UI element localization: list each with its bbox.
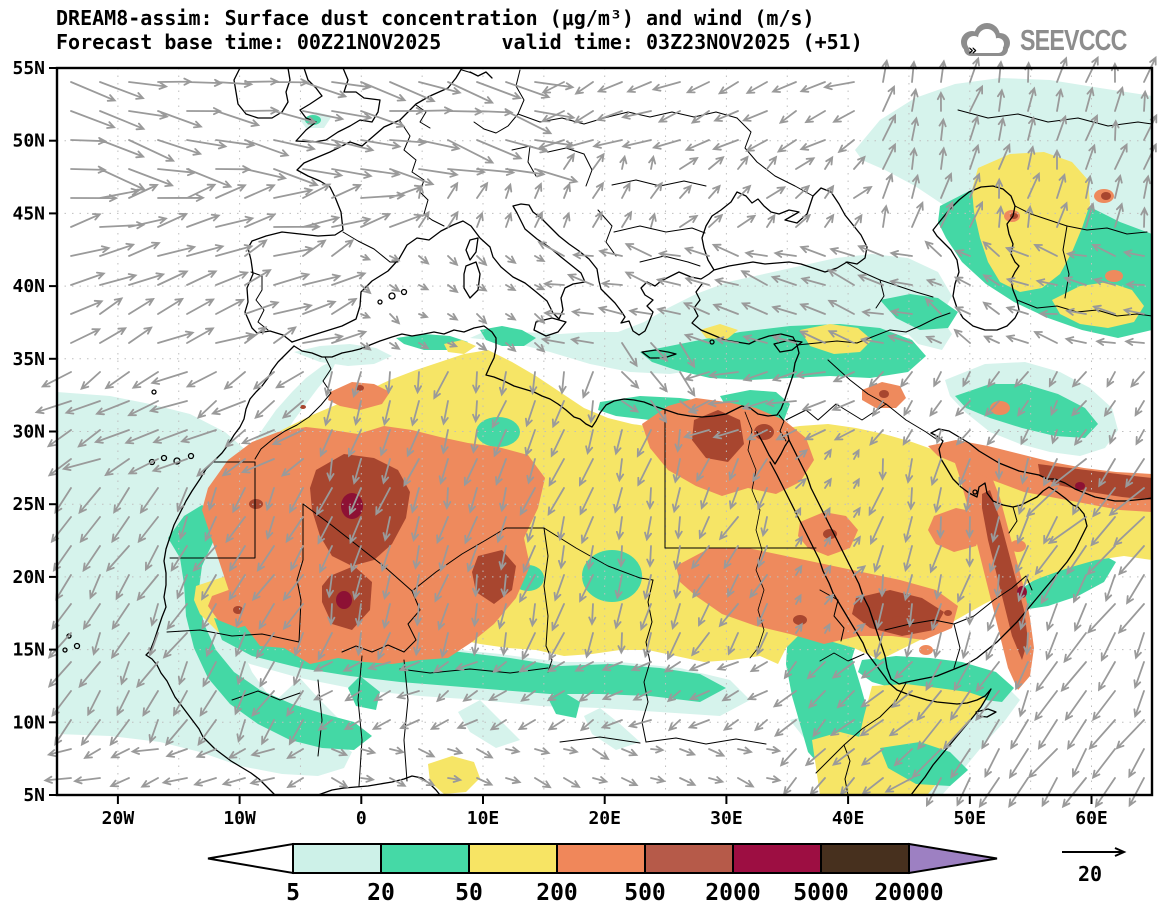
seevccc-logo: » SEEVCCC [954, 20, 1153, 62]
wind-vectors [34, 55, 1158, 809]
lat-tick-label: 50N [12, 131, 45, 152]
lon-tick-label: 50E [954, 808, 987, 829]
colorbar-segment [468, 843, 558, 874]
lat-tick-label: 20N [12, 567, 45, 588]
lat-tick-label: 55N [12, 58, 45, 79]
cloud-logo-icon: » [960, 23, 1010, 59]
colorbar-tick-label: 5 [286, 880, 300, 906]
lat-tick-label: 25N [12, 494, 45, 515]
colorbar-underflow-arrow [207, 842, 294, 875]
wind-reference-arrow-icon [1062, 847, 1127, 857]
logo-text: SEEVCCC [1019, 24, 1127, 57]
colorbar-legend: 5 20 50 200 500 2000 5000 20000 [207, 842, 998, 906]
colorbar-tick-label: 5000 [793, 880, 848, 906]
chart-title: DREAM8-assim: Surface dust concentration… [56, 6, 815, 30]
lat-tick-label: 30N [12, 422, 45, 443]
lat-tick-label: 15N [12, 640, 45, 661]
lat-tick-label: 5N [23, 785, 45, 806]
chart-subtitle: Forecast base time: 00Z21NOV2025 valid t… [56, 30, 863, 54]
lat-tick-label: 10N [12, 712, 45, 733]
lon-tick-label: 20W [102, 808, 135, 829]
wind-reference: 20 [1062, 847, 1127, 886]
lon-tick-label: 30E [710, 808, 743, 829]
lon-tick-label: 40E [832, 808, 865, 829]
colorbar-segment [644, 843, 734, 874]
colorbar-tick-label: 50 [455, 880, 483, 906]
colorbar-tick-label: 20 [367, 880, 395, 906]
colorbar-segment [380, 843, 470, 874]
colorbar-tick-label: 500 [624, 880, 666, 906]
colorbar-tick-label: 2000 [705, 880, 760, 906]
lon-tick-label: 60E [1075, 808, 1108, 829]
colorbar-segment [732, 843, 822, 874]
lon-tick-label: 0 [356, 808, 367, 829]
lon-tick-label: 10E [467, 808, 500, 829]
colorbar-segment [292, 843, 382, 874]
lat-tick-label: 45N [12, 203, 45, 224]
lat-tick-label: 40N [12, 276, 45, 297]
colorbar-tick-label: 20000 [874, 880, 943, 906]
lat-tick-label: 35N [12, 349, 45, 370]
border-layer [166, 69, 1153, 796]
colorbar-tick-label: 200 [536, 880, 578, 906]
dust-fill-layer [57, 78, 1152, 795]
colorbar-segment [820, 843, 910, 874]
wind-reference-label: 20 [1078, 862, 1102, 886]
lon-tick-label: 10W [223, 808, 256, 829]
lon-tick-label: 20E [588, 808, 621, 829]
svg-text:»: » [968, 41, 977, 59]
colorbar-overflow-arrow [908, 842, 998, 875]
wind-arrow-layer [34, 55, 1158, 809]
colorbar-segment [556, 843, 646, 874]
axis-tick-layer: 55N 50N 45N 40N 35N 30N 25N 20N 15N 10N 5N 20W 10W 0 1… [12, 58, 1107, 829]
